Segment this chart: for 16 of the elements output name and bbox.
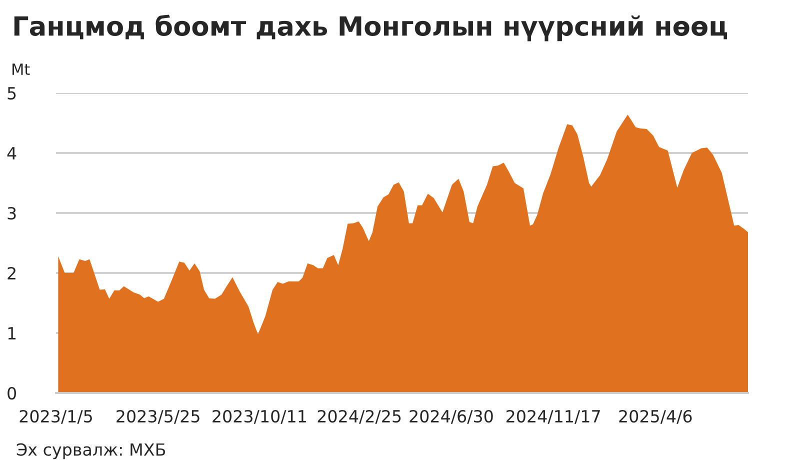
y-tick-label: 3 <box>8 206 16 220</box>
y-tick-label: 1 <box>8 327 16 340</box>
x-tick-label: 2024/2/25 <box>318 410 401 424</box>
text: Эх сурвалж: МХБ <box>16 443 166 460</box>
x-tick-label: 2024/6/30 <box>410 410 493 424</box>
x-tick-label: 2023/5/25 <box>116 410 200 424</box>
x-tick-label: 2023/1/5 <box>20 410 92 424</box>
chart-title: Ганцмод боомт дахь Монголын нүүрсний нөөц <box>14 14 727 42</box>
x-tick-label: 2023/10/11 <box>212 410 306 424</box>
y-tick-label: 0 <box>8 386 16 400</box>
y-axis-title: Mt <box>12 64 30 75</box>
x-tick-label: 2024/11/17 <box>506 410 600 424</box>
y-tick-label: 2 <box>8 266 16 280</box>
y-tick-label: 4 <box>7 147 16 160</box>
x-tick-label: 2025/4/6 <box>619 410 692 424</box>
y-tick-label: 5 <box>8 87 16 100</box>
